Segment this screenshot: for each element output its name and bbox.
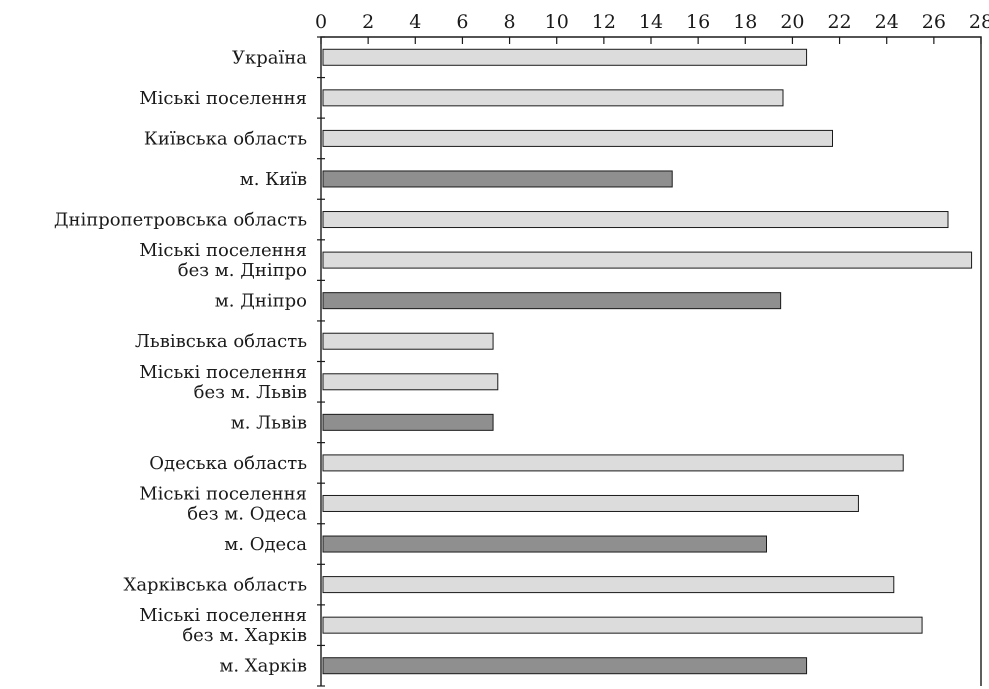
- category-label: Міські поселення: [139, 605, 307, 626]
- category-label: м. Львів: [231, 412, 307, 433]
- x-tick-label: 28: [969, 11, 989, 33]
- x-tick-label: 12: [592, 11, 616, 33]
- bar-8: [322, 332, 494, 350]
- category-label: м. Харків: [219, 656, 307, 677]
- bar-7: [322, 292, 782, 310]
- x-axis-ticks: 0 2 4 6 8 10 12 14 16 18 20 22 24 26 28: [315, 11, 989, 44]
- x-tick-label: 2: [362, 11, 374, 33]
- category-label: Львівська область: [135, 331, 307, 352]
- category-label: Київська область: [144, 128, 307, 149]
- x-tick-label: 4: [409, 11, 421, 33]
- bar-16: [322, 657, 808, 675]
- bar-15: [322, 616, 923, 634]
- x-tick-label: 6: [456, 11, 468, 33]
- bars: [322, 48, 973, 675]
- category-label: Міські поселення: [139, 88, 307, 109]
- x-tick-label: 20: [780, 11, 804, 33]
- category-label: без м. Львів: [194, 382, 307, 403]
- bar-12: [322, 494, 859, 512]
- category-label: Міські поселення: [139, 362, 307, 383]
- x-tick-label: 10: [545, 11, 569, 33]
- bar-4: [322, 170, 673, 188]
- category-label: Одеська область: [149, 453, 307, 474]
- bar-3: [322, 129, 833, 147]
- category-label: Україна: [232, 47, 307, 68]
- x-tick-label: 24: [875, 11, 899, 33]
- category-label: Харківська область: [124, 575, 308, 596]
- category-labels: Україна Міські поселення Київська область м…: [54, 47, 307, 676]
- category-label: м. Одеса: [224, 534, 307, 555]
- category-label: Міські поселення: [139, 240, 307, 261]
- bar-2: [322, 89, 784, 107]
- category-label: без м. Одеса: [187, 503, 307, 524]
- x-tick-label: 22: [827, 11, 851, 33]
- category-label: без м. Дніпро: [178, 260, 307, 281]
- x-tick-label: 16: [686, 11, 710, 33]
- category-label: без м. Харків: [182, 625, 307, 646]
- bar-1: [322, 48, 808, 66]
- category-label: Дніпропетровська область: [54, 210, 307, 231]
- bar-13: [322, 535, 767, 553]
- x-tick-label: 8: [504, 11, 516, 33]
- category-label: м. Київ: [240, 169, 307, 190]
- bar-14: [322, 576, 895, 594]
- category-label: м. Дніпро: [215, 291, 307, 312]
- bar-11: [322, 454, 904, 472]
- bar-5: [322, 211, 949, 229]
- x-tick-label: 14: [639, 11, 663, 33]
- y-axis-ticks: [317, 36, 325, 687]
- bar-9: [322, 373, 499, 391]
- x-tick-label: 26: [922, 11, 946, 33]
- bar-6: [322, 251, 973, 269]
- category-label: Міські поселення: [139, 483, 307, 504]
- x-tick-label: 18: [733, 11, 757, 33]
- x-tick-label: 0: [315, 11, 327, 33]
- bar-10: [322, 413, 494, 431]
